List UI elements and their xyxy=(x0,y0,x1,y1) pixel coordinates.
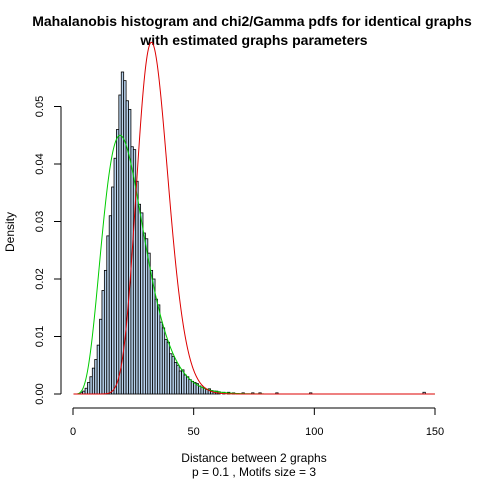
chart-title-line-2: with estimated graphs parameters xyxy=(139,32,367,48)
density-curves xyxy=(73,41,435,395)
y-tick-label: 0.00 xyxy=(34,383,46,404)
y-tick-label: 0.02 xyxy=(34,268,46,289)
chart-title-line-1: Mahalanobis histogram and chi2/Gamma pdf… xyxy=(32,13,472,29)
x-tick-label: 150 xyxy=(426,426,444,438)
x-axis-sublabel: p = 0.1 , Motifs size = 3 xyxy=(192,465,316,479)
y-tick-label: 0.04 xyxy=(34,153,46,174)
x-tick-label: 100 xyxy=(305,426,323,438)
x-tick-label: 0 xyxy=(70,426,76,438)
x-tick-label: 50 xyxy=(188,426,200,438)
y-tick-label: 0.03 xyxy=(34,211,46,232)
density-curve-2 xyxy=(73,41,435,395)
y-tick-label: 0.01 xyxy=(34,326,46,347)
y-tick-label: 0.05 xyxy=(34,96,46,117)
x-axis-label: Distance between 2 graphs xyxy=(181,451,326,465)
histogram-bars xyxy=(79,71,426,395)
y-axis-label: Density xyxy=(3,212,17,252)
axes: 0 50 100 150 0.00 0.01 0.02 0.03 0.04 0.05 xyxy=(34,96,444,438)
